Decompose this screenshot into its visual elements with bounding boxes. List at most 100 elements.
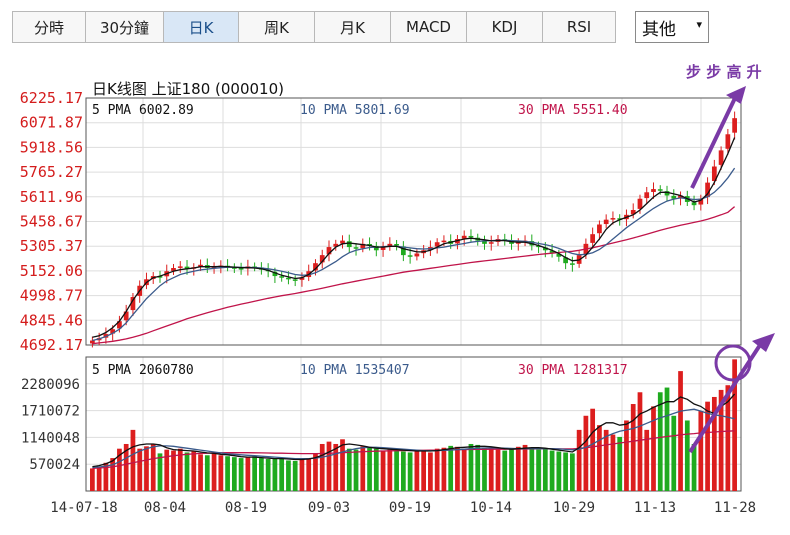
volume-legend-ma30: 30 PMA 1281317 <box>518 363 628 378</box>
volume-bar <box>468 443 474 491</box>
volume-bar <box>678 371 683 491</box>
volume-bar <box>90 468 95 491</box>
volume-bar <box>536 449 541 491</box>
volume-bar <box>110 458 116 491</box>
candle-body <box>698 198 704 205</box>
volume-bar <box>286 460 291 491</box>
price-y-tick: 6071.87 <box>20 114 83 132</box>
candle-body <box>110 329 116 334</box>
volume-ma10-line <box>92 408 735 469</box>
x-tick: 09-19 <box>389 500 431 516</box>
candle-body <box>732 118 737 133</box>
price-panel-frame <box>85 97 742 346</box>
tab-weekly-k[interactable]: 周K <box>238 11 314 43</box>
candle-body <box>434 242 440 247</box>
volume-bar <box>624 420 629 491</box>
candle-body <box>238 268 244 270</box>
price-legend-ma5: 5 PMA 6002.89 <box>92 103 194 118</box>
tab-rsi[interactable]: RSI <box>542 11 616 43</box>
tab-daily-k[interactable]: 日K <box>163 11 238 43</box>
volume-bars <box>90 359 737 491</box>
volume-bar <box>218 455 224 491</box>
tab-kdj[interactable]: KDJ <box>466 11 542 43</box>
volume-bar <box>414 450 420 491</box>
volume-bar <box>360 446 366 491</box>
x-tick: 10-29 <box>553 500 595 516</box>
volume-bar <box>556 451 562 491</box>
volume-bar <box>732 359 737 491</box>
price-y-tick: 4692.17 <box>20 336 83 354</box>
candle-body <box>380 247 386 250</box>
tab-macd[interactable]: MACD <box>390 11 466 43</box>
candle-body <box>157 276 163 278</box>
price-y-axis: 6225.17 6071.87 5918.56 5765.27 5611.96 5458.… <box>20 89 83 354</box>
x-tick: 09-03 <box>308 500 350 516</box>
candle-body <box>725 134 731 149</box>
tab-monthly-k[interactable]: 月K <box>314 11 390 43</box>
candle-body <box>333 243 339 247</box>
volume-bar <box>644 429 650 491</box>
tab-30min[interactable]: 30分鐘 <box>85 11 163 43</box>
volume-bar <box>434 448 440 491</box>
volume-bar <box>184 452 190 491</box>
candle-body <box>319 255 325 263</box>
volume-bar <box>428 452 433 491</box>
volume-bar <box>123 443 129 491</box>
candle-body <box>130 297 136 311</box>
price-y-tick: 5918.56 <box>20 138 83 156</box>
candle-body <box>468 235 474 238</box>
candle-body <box>387 243 393 247</box>
volume-bar <box>150 443 156 491</box>
period-tabs: 分時 30分鐘 日K 周K 月K MACD KDJ RSI <box>12 11 616 43</box>
candle-body <box>549 250 555 254</box>
candle-body <box>590 234 596 243</box>
volume-bar <box>198 454 203 491</box>
candle-body <box>515 242 521 244</box>
price-ma30-line <box>92 206 736 345</box>
volume-bar <box>718 389 724 491</box>
candle-body <box>610 218 616 220</box>
volume-bar <box>238 458 244 491</box>
candle-body <box>326 247 332 255</box>
candle-body <box>617 218 623 220</box>
volume-y-axis: 2280096 1710072 1140048 570024 <box>21 377 80 473</box>
candle-body <box>123 311 129 321</box>
candle-body <box>360 243 366 249</box>
candle-body <box>671 195 677 199</box>
volume-bar <box>245 457 251 491</box>
volume-bar <box>326 441 332 491</box>
candle-body <box>603 219 609 225</box>
volume-bar <box>705 401 710 491</box>
chart-title: 日K线图 上证180 (000010) <box>92 80 284 98</box>
candle-body <box>563 257 568 264</box>
volume-bar <box>637 392 643 491</box>
chevron-down-icon: ▾ <box>696 18 702 31</box>
volume-bar <box>211 453 217 491</box>
tab-intraday[interactable]: 分時 <box>12 11 85 43</box>
candle-body <box>414 253 420 257</box>
candle-body <box>177 266 183 268</box>
volume-bar <box>394 448 399 491</box>
volume-bar <box>509 448 514 491</box>
volume-legend-ma5: 5 PMA 2060780 <box>92 363 194 378</box>
candle-body <box>394 244 399 246</box>
price-y-tick: 4998.77 <box>20 287 83 305</box>
indicator-dropdown[interactable]: 其他 ▾ <box>635 11 709 43</box>
candle-body <box>272 271 278 277</box>
candle-body <box>705 182 710 198</box>
volume-bar <box>448 445 454 491</box>
volume-bar <box>299 459 305 491</box>
candle-body <box>678 195 683 199</box>
volume-bar <box>117 448 122 491</box>
candle-body <box>637 198 643 209</box>
volume-bar <box>502 450 508 491</box>
candle-body <box>400 246 406 256</box>
volume-bar <box>657 392 663 491</box>
candle-body <box>117 321 122 329</box>
price-y-tick: 6225.17 <box>20 89 83 107</box>
candle-body <box>488 242 494 244</box>
candle-body <box>171 268 176 271</box>
candle-body <box>184 266 190 269</box>
candle-body <box>570 263 575 265</box>
candle-body <box>198 264 203 267</box>
